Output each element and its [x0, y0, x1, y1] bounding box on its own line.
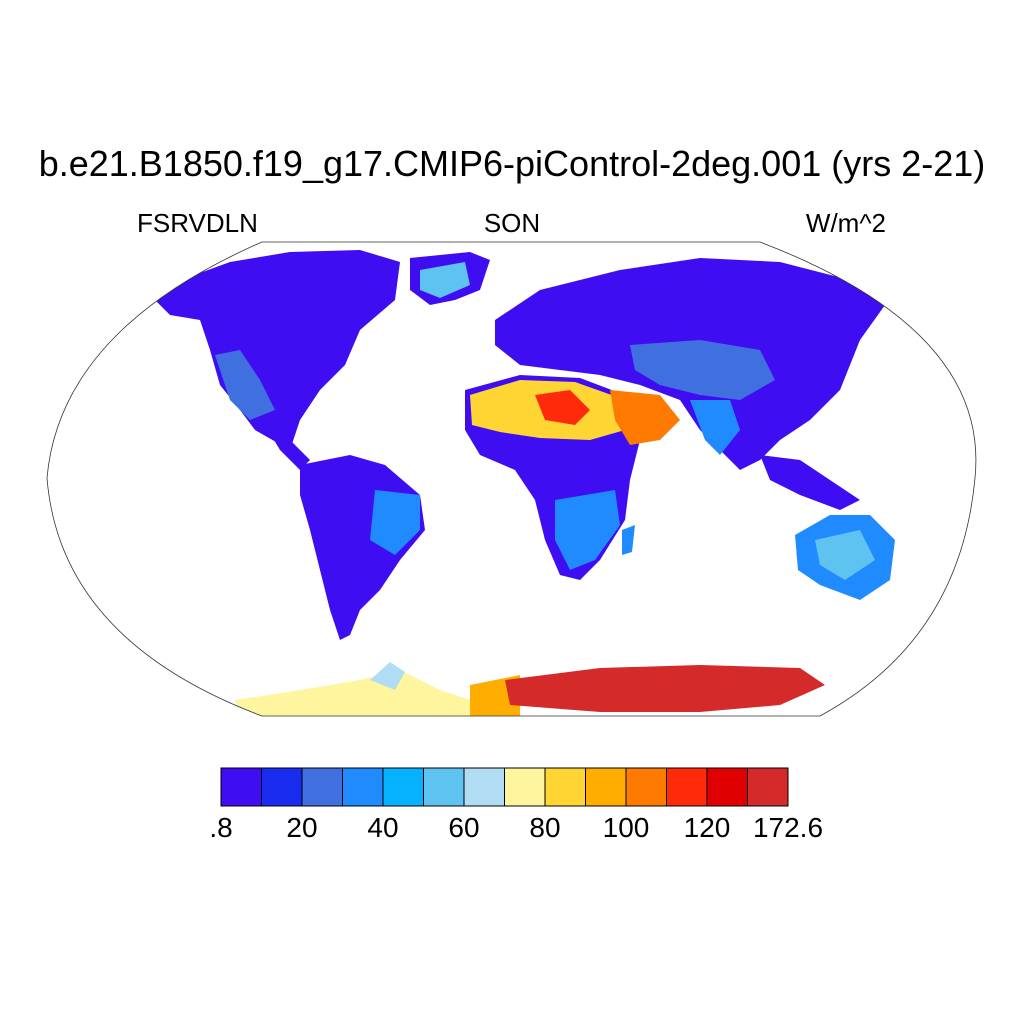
- colorbar-swatch: [505, 768, 546, 806]
- colorbar-swatch: [302, 768, 343, 806]
- colorbar-swatch: [262, 768, 303, 806]
- colorbar-tick-label: 60: [448, 812, 479, 844]
- colorbar-tick-label: 40: [367, 812, 398, 844]
- colorbar-tick-label: 100: [603, 812, 650, 844]
- colorbar-swatch: [707, 768, 748, 806]
- colorbar-swatch: [464, 768, 505, 806]
- colorbar-swatch: [586, 768, 627, 806]
- colorbar-swatch: [667, 768, 708, 806]
- colorbar-swatch: [748, 768, 789, 806]
- colorbar-swatch: [545, 768, 586, 806]
- colorbar-tick-label: 172.6: [753, 812, 823, 844]
- colorbar-tick-label: .8: [209, 812, 232, 844]
- colorbar-swatch: [424, 768, 465, 806]
- colorbar-swatch: [383, 768, 424, 806]
- colorbar-swatch: [626, 768, 667, 806]
- colorbar-swatch: [343, 768, 384, 806]
- colorbar-tick-label: 80: [529, 812, 560, 844]
- colorbar-swatch: [221, 768, 262, 806]
- colorbar-tick-label: 20: [286, 812, 317, 844]
- colorbar-tick-label: 120: [684, 812, 731, 844]
